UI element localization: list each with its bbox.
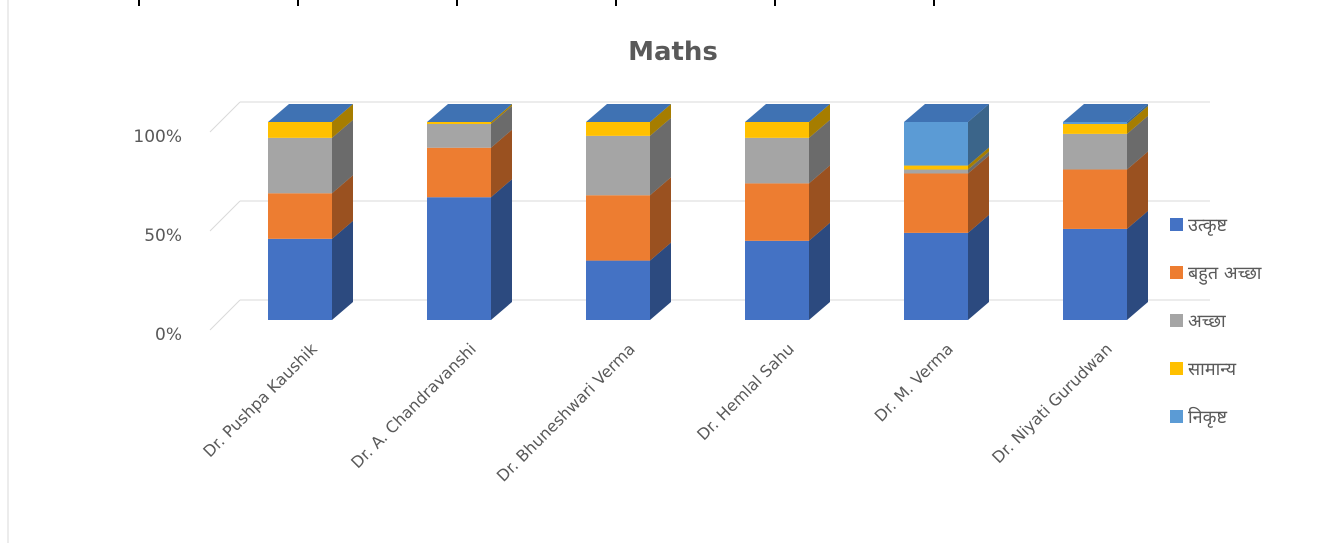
x-tick-label: Dr. A. Chandravanshi xyxy=(347,339,480,472)
legend-swatch xyxy=(1170,218,1183,231)
bar-layer xyxy=(268,104,1148,320)
bar-segment xyxy=(904,169,968,174)
bar-segment xyxy=(268,137,332,194)
top-tick xyxy=(774,0,776,6)
bar-segment xyxy=(1063,122,1127,124)
bar-segment-side xyxy=(968,151,989,174)
grid-layer xyxy=(209,101,1210,331)
bar-segment-side xyxy=(491,129,512,198)
chart-title: Maths xyxy=(628,37,718,67)
bar-segment-side xyxy=(809,222,830,320)
y-tick-label: 100% xyxy=(133,127,182,147)
bar-segment xyxy=(268,238,332,320)
bar-segment xyxy=(745,183,809,241)
bar-segment xyxy=(904,165,968,170)
bar-segment-side xyxy=(491,104,512,124)
bar-segment xyxy=(586,122,650,136)
bar-segment-side xyxy=(332,175,353,239)
bar-segment-side xyxy=(650,242,671,320)
bar-segment-side xyxy=(968,155,989,233)
bar-segment-side xyxy=(332,104,353,138)
gridline-depth xyxy=(209,101,241,133)
legend-swatch xyxy=(1170,266,1183,279)
bar-top xyxy=(586,104,671,122)
bar-segment-side xyxy=(650,177,671,261)
legend-label: बहुत अच्छा xyxy=(1188,263,1262,285)
bar-segment-side xyxy=(809,165,830,241)
bar-segment xyxy=(1063,133,1127,170)
bar-segment-side xyxy=(332,119,353,194)
bar-top xyxy=(745,104,830,122)
bar-segment-side xyxy=(1127,104,1148,124)
bar-segment-side xyxy=(650,104,671,136)
bar-segment xyxy=(586,260,650,320)
bar-segment xyxy=(1063,228,1127,320)
x-tick-label: Dr. Bhuneshwari Verma xyxy=(493,339,639,485)
bar-segment xyxy=(745,240,809,320)
bar-segment-side xyxy=(809,119,830,184)
bar-top xyxy=(1063,104,1148,122)
bar-segment-side xyxy=(1127,105,1148,134)
top-tick xyxy=(615,0,617,6)
legend-swatch xyxy=(1170,314,1183,327)
bar-segment xyxy=(427,147,491,198)
bar-segment xyxy=(904,232,968,320)
bar-segment-side xyxy=(968,214,989,320)
bar-segment xyxy=(268,122,332,138)
bar-segment-side xyxy=(809,104,830,138)
gridline-depth xyxy=(209,299,241,331)
legend-swatch xyxy=(1170,410,1183,423)
bar-segment-side xyxy=(332,220,353,320)
bar-segment xyxy=(586,195,650,261)
legend-label: उत्कृष्ट xyxy=(1188,215,1228,236)
x-tick-label: Dr. Hemlal Sahu xyxy=(693,339,798,444)
y-tick-label: 50% xyxy=(144,226,182,246)
bar-segment xyxy=(427,123,491,148)
xlabel-layer: Dr. Pushpa Kaushik Dr. A. Chandravanshi Dr… xyxy=(199,339,1116,486)
bar-top xyxy=(427,104,512,122)
x-tick-label: Dr. Niyati Gurudwan xyxy=(988,339,1116,467)
bar-segment xyxy=(268,193,332,239)
legend-label: अच्छा xyxy=(1188,311,1226,332)
bar-segment-side xyxy=(1127,115,1148,170)
bar-segment xyxy=(904,122,968,166)
bar-segment xyxy=(586,135,650,196)
x-tick-label: Dr. M. Verma xyxy=(871,339,957,425)
legend-swatch xyxy=(1170,362,1183,375)
bar-segment-side xyxy=(968,147,989,170)
top-tick xyxy=(456,0,458,6)
y-tick-label: 0% xyxy=(155,325,182,345)
top-tick xyxy=(933,0,935,6)
bar-segment-side xyxy=(491,105,512,148)
legend-layer: उत्कृष्ट बहुत अच्छा अच्छा सामान्य निकृष्ट xyxy=(1170,215,1262,428)
bar-segment xyxy=(745,122,809,138)
bar-segment xyxy=(745,137,809,184)
bar-segment-side xyxy=(968,104,989,166)
bar-top xyxy=(904,104,989,122)
top-tick xyxy=(138,0,140,6)
bar-segment-side xyxy=(1127,151,1148,229)
bar-segment-side xyxy=(650,117,671,196)
bar-segment-side xyxy=(491,179,512,320)
ytick-layer: 0% 50% 100% xyxy=(133,127,182,345)
legend-label: सामान्य xyxy=(1188,359,1237,380)
bar-top xyxy=(268,104,353,122)
bar-segment xyxy=(427,197,491,320)
legend-label: निकृष्ट xyxy=(1188,406,1227,428)
bar-segment xyxy=(427,122,491,124)
top-tick xyxy=(297,0,299,6)
gridline-depth xyxy=(209,200,241,232)
bar-segment-side xyxy=(1127,210,1148,320)
bar-segment xyxy=(904,173,968,233)
bar-segment xyxy=(1063,169,1127,229)
bar-segment xyxy=(1063,123,1127,134)
x-tick-label: Dr. Pushpa Kaushik xyxy=(199,339,321,461)
